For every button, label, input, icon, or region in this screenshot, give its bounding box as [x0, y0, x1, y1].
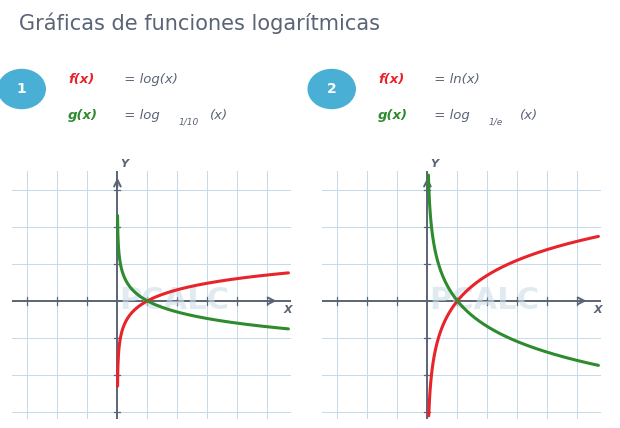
Text: (x): (x): [520, 109, 538, 122]
Text: 2: 2: [327, 82, 337, 96]
Text: 1/10: 1/10: [179, 118, 199, 127]
Text: f(x): f(x): [68, 73, 94, 86]
Text: = log(x): = log(x): [120, 73, 178, 86]
Text: PCALC: PCALC: [429, 286, 539, 315]
Text: Y: Y: [430, 159, 438, 169]
Circle shape: [308, 69, 355, 109]
Text: g(x): g(x): [68, 109, 98, 122]
Text: X: X: [594, 305, 603, 315]
Text: Y: Y: [120, 159, 128, 169]
Text: PCALC: PCALC: [119, 286, 229, 315]
Text: 1/e: 1/e: [489, 118, 503, 127]
Text: g(x): g(x): [378, 109, 408, 122]
Circle shape: [0, 69, 45, 109]
Text: Gráficas de funciones logarítmicas: Gráficas de funciones logarítmicas: [19, 13, 379, 34]
Text: 1: 1: [17, 82, 27, 96]
Text: f(x): f(x): [378, 73, 404, 86]
Text: (x): (x): [210, 109, 228, 122]
Text: = log: = log: [430, 109, 470, 122]
Text: = ln(x): = ln(x): [430, 73, 480, 86]
Text: = log: = log: [120, 109, 160, 122]
Text: X: X: [284, 305, 293, 315]
